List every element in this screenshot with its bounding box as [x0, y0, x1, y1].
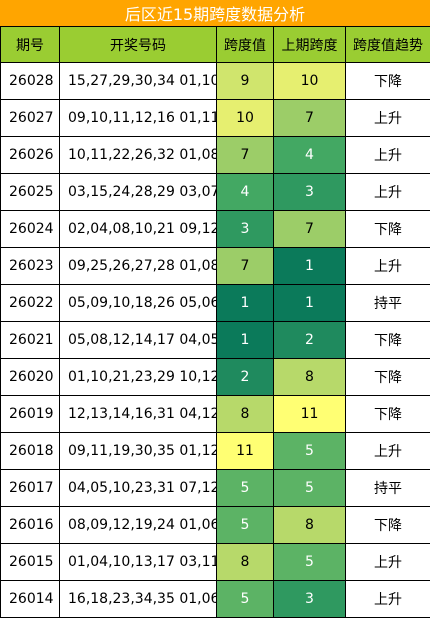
span-cell: 7 [217, 248, 274, 285]
prev-span-cell: 11 [274, 396, 346, 433]
prev-span-cell: 8 [274, 507, 346, 544]
trend-cell: 持平 [346, 470, 430, 507]
numbers-cell: 08,09,12,19,24 01,06 [60, 507, 217, 544]
period-cell: 26017 [1, 470, 60, 507]
trend-cell: 下降 [346, 507, 430, 544]
numbers-cell: 09,11,19,30,35 01,12 [60, 433, 217, 470]
trend-cell: 上升 [346, 581, 430, 618]
numbers-cell: 16,18,23,34,35 01,06 [60, 581, 217, 618]
header-trend: 跨度值趋势 [346, 27, 430, 63]
header-row: 期号 开奖号码 跨度值 上期跨度 跨度值趋势 [1, 27, 430, 63]
period-cell: 26024 [1, 211, 60, 248]
span-cell: 9 [217, 63, 274, 100]
trend-cell: 持平 [346, 285, 430, 322]
numbers-cell: 03,15,24,28,29 03,07 [60, 174, 217, 211]
span-cell: 1 [217, 322, 274, 359]
numbers-cell: 09,10,11,12,16 01,11 [60, 100, 217, 137]
header-span: 跨度值 [217, 27, 274, 63]
prev-span-cell: 1 [274, 285, 346, 322]
period-cell: 26027 [1, 100, 60, 137]
period-cell: 26025 [1, 174, 60, 211]
trend-cell: 上升 [346, 174, 430, 211]
period-cell: 26026 [1, 137, 60, 174]
trend-cell: 上升 [346, 248, 430, 285]
span-cell: 4 [217, 174, 274, 211]
prev-span-cell: 5 [274, 470, 346, 507]
span-cell: 5 [217, 581, 274, 618]
span-cell: 3 [217, 211, 274, 248]
prev-span-cell: 7 [274, 100, 346, 137]
prev-span-cell: 4 [274, 137, 346, 174]
span-cell: 2 [217, 359, 274, 396]
numbers-cell: 05,09,10,18,26 05,06 [60, 285, 217, 322]
numbers-cell: 05,08,12,14,17 04,05 [60, 322, 217, 359]
span-cell: 8 [217, 544, 274, 581]
prev-span-cell: 10 [274, 63, 346, 100]
period-cell: 26018 [1, 433, 60, 470]
period-cell: 26022 [1, 285, 60, 322]
numbers-cell: 02,04,08,10,21 09,12 [60, 211, 217, 248]
period-cell: 26021 [1, 322, 60, 359]
trend-cell: 上升 [346, 100, 430, 137]
prev-span-cell: 2 [274, 322, 346, 359]
trend-cell: 下降 [346, 396, 430, 433]
span-cell: 7 [217, 137, 274, 174]
trend-cell: 上升 [346, 544, 430, 581]
trend-cell: 上升 [346, 137, 430, 174]
trend-cell: 上升 [346, 433, 430, 470]
table-title: 后区近15期跨度数据分析 [0, 0, 430, 26]
period-cell: 26019 [1, 396, 60, 433]
header-period: 期号 [1, 27, 60, 63]
numbers-cell: 12,13,14,16,31 04,12 [60, 396, 217, 433]
prev-span-cell: 5 [274, 544, 346, 581]
span-cell: 8 [217, 396, 274, 433]
span-cell: 11 [217, 433, 274, 470]
span-cell: 10 [217, 100, 274, 137]
period-cell: 26023 [1, 248, 60, 285]
numbers-cell: 04,05,10,23,31 07,12 [60, 470, 217, 507]
prev-span-cell: 1 [274, 248, 346, 285]
trend-cell: 下降 [346, 63, 430, 100]
period-cell: 26016 [1, 507, 60, 544]
numbers-cell: 01,04,10,13,17 03,11 [60, 544, 217, 581]
period-cell: 26020 [1, 359, 60, 396]
prev-span-cell: 5 [274, 433, 346, 470]
prev-span-cell: 7 [274, 211, 346, 248]
trend-cell: 下降 [346, 359, 430, 396]
span-cell: 1 [217, 285, 274, 322]
numbers-cell: 10,11,22,26,32 01,08 [60, 137, 217, 174]
numbers-cell: 09,25,26,27,28 01,08 [60, 248, 217, 285]
period-cell: 26014 [1, 581, 60, 618]
header-prev-span: 上期跨度 [274, 27, 346, 63]
trend-cell: 下降 [346, 211, 430, 248]
trend-cell: 下降 [346, 322, 430, 359]
prev-span-cell: 3 [274, 581, 346, 618]
period-cell: 26015 [1, 544, 60, 581]
span-cell: 5 [217, 470, 274, 507]
numbers-cell: 01,10,21,23,29 10,12 [60, 359, 217, 396]
prev-span-cell: 3 [274, 174, 346, 211]
period-cell: 26028 [1, 63, 60, 100]
header-numbers: 开奖号码 [60, 27, 217, 63]
numbers-cell: 15,27,29,30,34 01,10 [60, 63, 217, 100]
span-cell: 5 [217, 507, 274, 544]
prev-span-cell: 8 [274, 359, 346, 396]
